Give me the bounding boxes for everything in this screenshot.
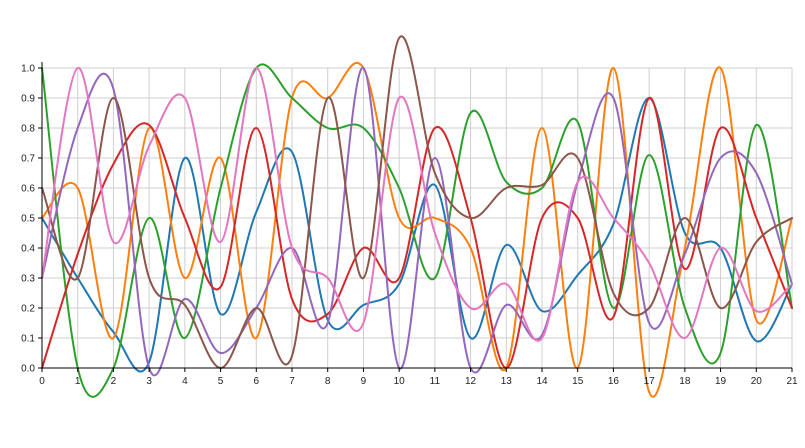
series-group — [41, 35, 793, 398]
x-tick-label: 2 — [111, 376, 117, 387]
y-tick-label: 0.9 — [21, 94, 35, 105]
x-tick-label: 12 — [465, 376, 477, 387]
series-line-4 — [41, 96, 793, 369]
y-tick-label: 0.5 — [21, 214, 35, 225]
tick-labels: 0 1 2 3 4 5 6 7 8 9 10 11 12 13 14 15 16 17 18 19 20 210.00.1… — [21, 64, 798, 388]
x-tick-label: 5 — [218, 376, 224, 387]
x-tick-label: 7 — [289, 376, 295, 387]
x-tick-label: 8 — [325, 376, 331, 387]
x-tick-label: 20 — [751, 376, 763, 387]
series-line-2 — [41, 61, 793, 398]
x-tick-label: 10 — [394, 376, 406, 387]
y-tick-label: 0.1 — [21, 334, 35, 345]
y-tick-label: 0.2 — [21, 304, 35, 315]
y-tick-label: 0.7 — [21, 154, 35, 165]
y-tick-label: 1.0 — [21, 64, 35, 75]
series-line-6 — [41, 35, 793, 370]
x-tick-label: 11 — [430, 376, 441, 387]
x-tick-label: 16 — [608, 376, 620, 387]
x-tick-label: 21 — [786, 376, 798, 387]
x-tick-label: 15 — [572, 376, 584, 387]
x-tick-label: 3 — [146, 376, 152, 387]
x-tick-label: 0 — [39, 376, 45, 387]
x-tick-label: 13 — [501, 376, 513, 387]
y-tick-label: 0.4 — [21, 244, 35, 255]
x-tick-label: 6 — [254, 376, 260, 387]
series-line-1 — [41, 97, 793, 373]
y-tick-label: 0.6 — [21, 184, 35, 195]
y-tick-label: 0.3 — [21, 274, 35, 285]
x-tick-label: 14 — [536, 376, 548, 387]
axes — [38, 62, 793, 372]
series-line-5 — [41, 66, 793, 377]
x-tick-label: 19 — [715, 376, 727, 387]
x-tick-label: 17 — [644, 376, 656, 387]
series-line-7 — [41, 66, 793, 342]
x-tick-label: 1 — [75, 376, 81, 387]
series-line-3 — [41, 63, 793, 398]
y-tick-label: 0.8 — [21, 124, 35, 135]
x-tick-label: 9 — [361, 376, 367, 387]
x-tick-label: 18 — [679, 376, 691, 387]
y-tick-label: 0.0 — [21, 364, 35, 375]
x-tick-label: 4 — [182, 376, 188, 387]
